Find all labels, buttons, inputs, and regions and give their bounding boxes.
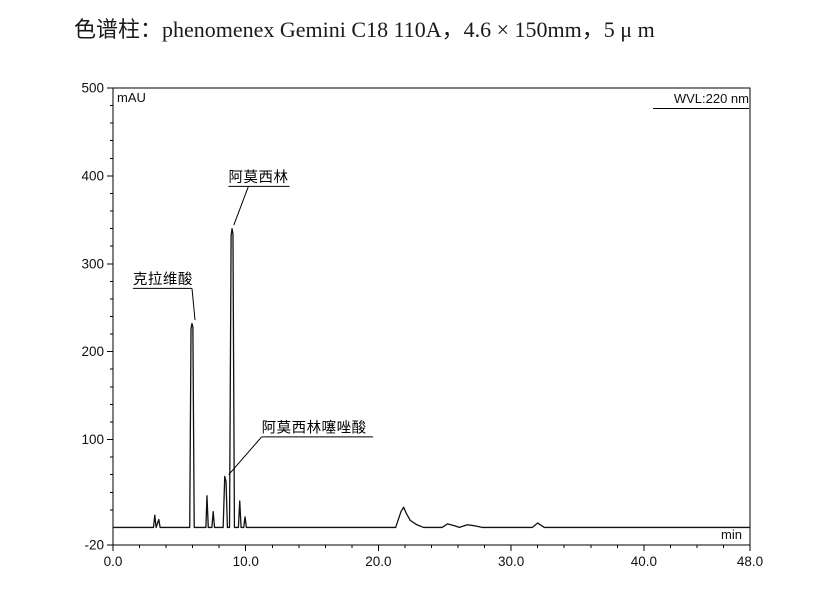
x-tick-label: 30.0 (498, 554, 524, 569)
y-tick-label: 500 (81, 81, 104, 96)
peak-annotation-label: 阿莫西林 (228, 169, 288, 186)
y-tick-label: 200 (81, 344, 104, 359)
detector-wavelength-label: WVL:220 nm (653, 91, 749, 109)
annotation-leader-line (233, 186, 249, 226)
plot-frame (112, 87, 751, 546)
x-axis-unit-label: min (721, 527, 742, 542)
y-tick-label: 100 (81, 432, 104, 447)
x-tick-label: 48.0 (737, 554, 763, 569)
annotation-leader-line (191, 288, 196, 321)
chromatogram-trace (113, 227, 750, 529)
x-tick-label: 20.0 (365, 554, 391, 569)
peak-annotation-label: 克拉维酸 (133, 271, 193, 288)
column-title: 色谱柱：phenomenex Gemini C18 110A，4.6 × 150… (74, 17, 655, 42)
peak-annotation-label: 阿莫西林噻唑酸 (262, 419, 367, 437)
y-tick-label: -20 (84, 538, 104, 553)
x-tick-label: 10.0 (233, 554, 259, 569)
y-tick-label: 300 (81, 256, 104, 271)
x-tick-label: 0.0 (104, 554, 123, 569)
x-tick-label: 40.0 (631, 554, 657, 569)
y-axis-unit-label: mAU (117, 90, 146, 105)
annotation-leader-line (228, 436, 262, 476)
y-tick-label: 400 (81, 168, 104, 183)
